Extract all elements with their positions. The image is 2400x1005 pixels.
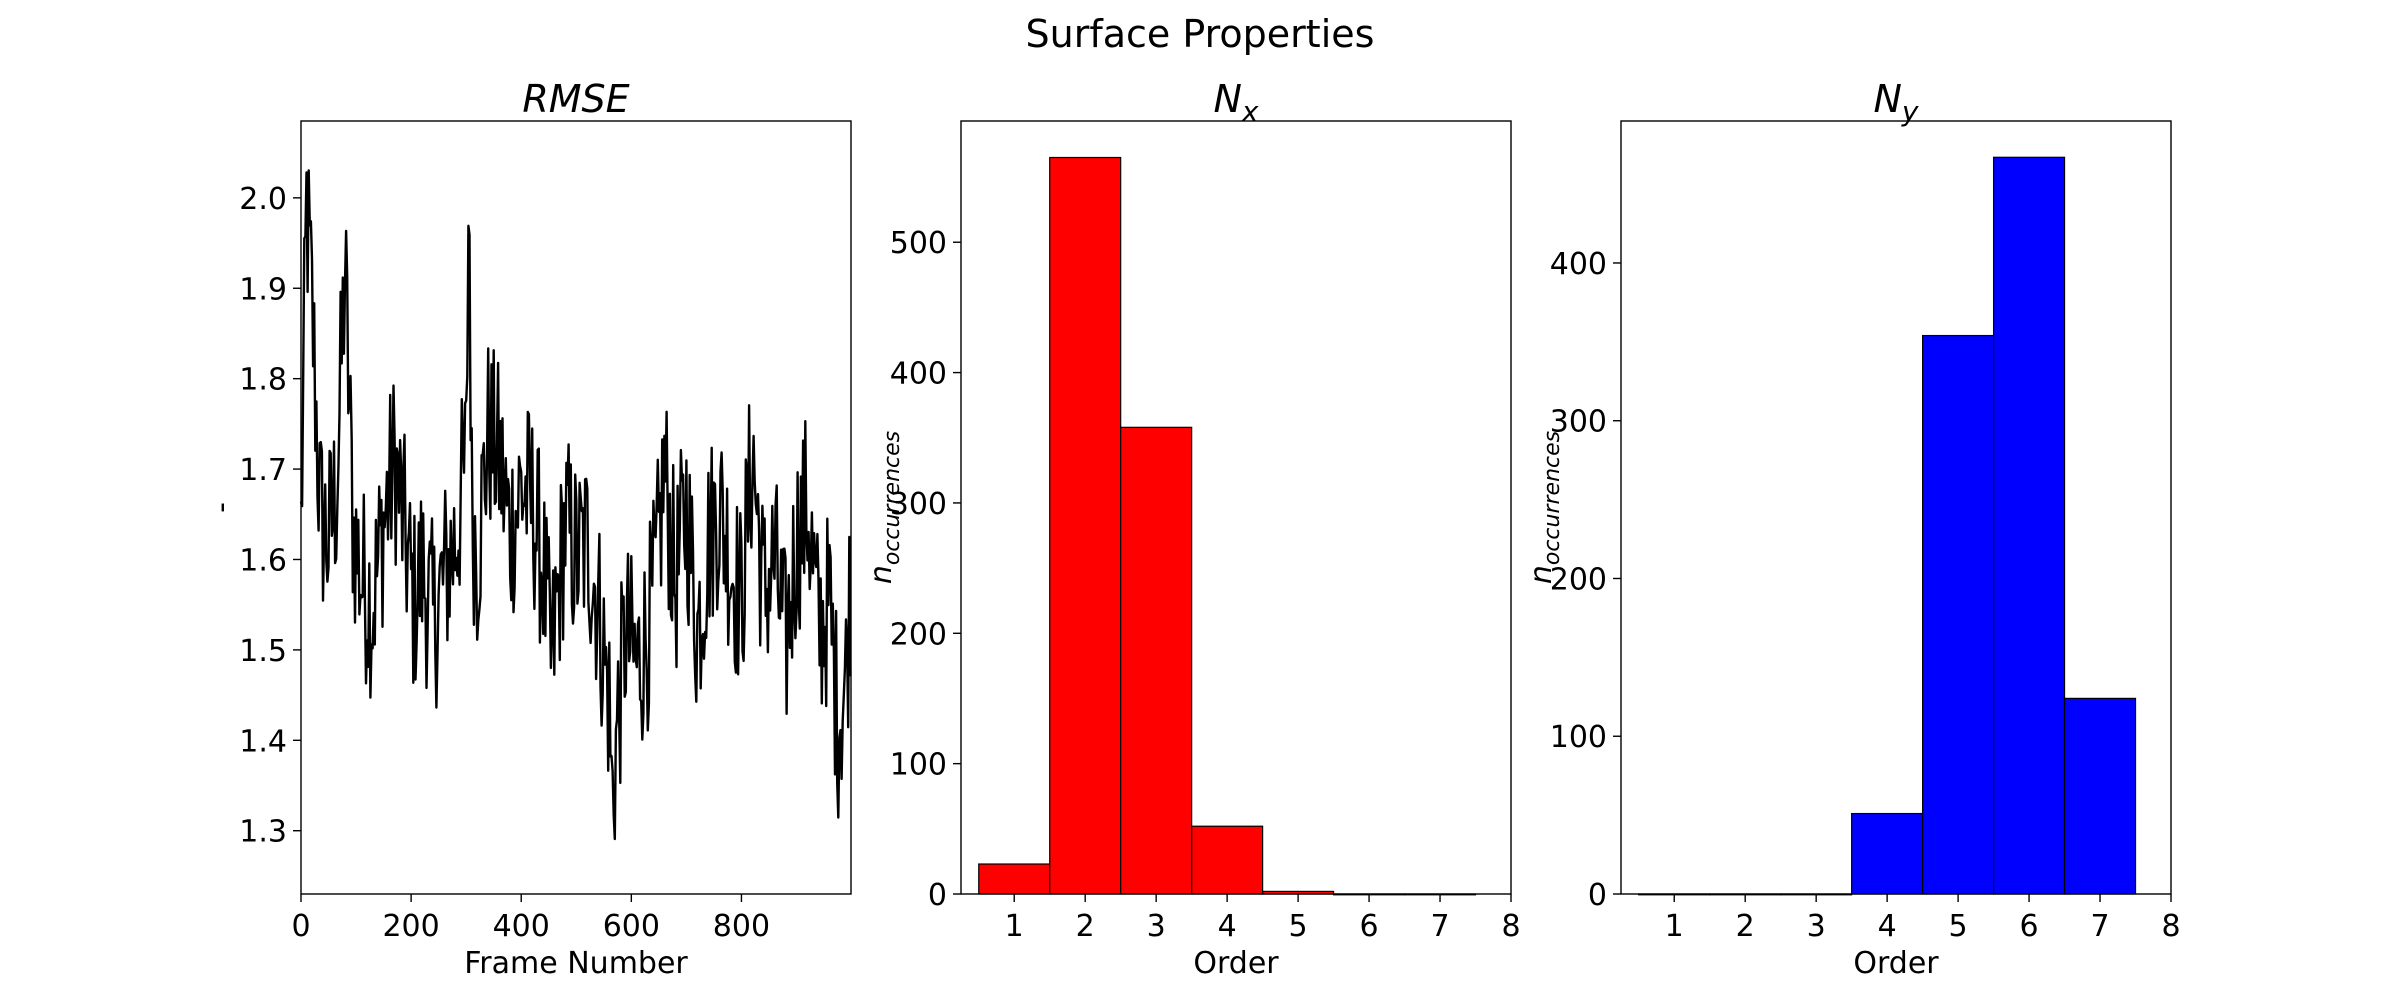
y-tick-label: 200 <box>890 617 947 652</box>
y-tick-label: 200 <box>1550 562 1607 597</box>
figure-suptitle: Surface Properties <box>1026 12 1375 56</box>
y-tick-label: 400 <box>1550 247 1607 282</box>
bar-2 <box>1049 156 1122 895</box>
y-tick-label: 1.9 <box>239 272 287 307</box>
subplot-1: 0 200 400 600 800 1.3 1.4 1.5 1.6 1.7 1.8 1.9 2.0 RMS… <box>204 77 852 981</box>
y-tick-label: 1.3 <box>239 815 287 850</box>
x-tick-label: 2 <box>1076 909 1095 944</box>
subplot-title-main: N <box>1213 77 1241 121</box>
bar-3 <box>1120 426 1193 895</box>
y-axis-label-main: n <box>864 565 899 584</box>
x-tick-label: 6 <box>2020 909 2039 944</box>
bar-7 <box>2063 697 2137 895</box>
rmse-line <box>299 169 852 841</box>
bar-4 <box>1191 825 1264 895</box>
y-tick-label: 1.6 <box>239 543 287 578</box>
y-axis-label-main: n <box>1524 565 1559 584</box>
y-axis-label-subscript: occurrences <box>1540 431 1565 565</box>
axes-frame <box>1620 120 2172 895</box>
x-tick-label: 400 <box>493 909 550 944</box>
x-tick-label: 4 <box>1218 909 1237 944</box>
x-tick-label: 1 <box>1005 909 1024 944</box>
x-tick-label: 0 <box>291 909 310 944</box>
y-tick-label: 500 <box>890 226 947 261</box>
subplot-title: Nx <box>1213 77 1258 128</box>
x-tick-label: 1 <box>1665 909 1684 944</box>
x-tick-label: 8 <box>2161 909 2180 944</box>
y-tick-label: 1.4 <box>239 724 287 759</box>
y-tick-label: 1.5 <box>239 634 287 669</box>
y-axis-label-subscript: occurrences <box>880 431 905 565</box>
y-axis-label: noccurrences <box>1524 431 1565 584</box>
subplot-title: Ny <box>1873 77 1918 128</box>
x-tick-label: 8 <box>1501 909 1520 944</box>
y-tick-label: 400 <box>890 357 947 392</box>
subplot-3: 1 2 3 4 5 6 7 8 0 100 200 300 400 Ny Order noccurrences <box>1524 77 2181 981</box>
x-axis-label: Frame Number <box>464 946 688 981</box>
y-axis-label-main: - <box>204 502 239 513</box>
x-tick-label: 4 <box>1878 909 1897 944</box>
bar-4 <box>1851 812 1924 895</box>
axes-frame <box>300 120 852 895</box>
bar-6 <box>1992 156 2066 895</box>
subplot-2: 1 2 3 4 5 6 7 8 0 100 200 300 400 500 Nx Order noccurren… <box>864 77 1521 981</box>
x-tick-label: 3 <box>1147 909 1166 944</box>
y-axis-label: - <box>204 502 239 513</box>
bar-5 <box>1922 334 1995 895</box>
y-tick-label: 1.8 <box>239 363 287 398</box>
y-tick-label: 0 <box>928 878 947 913</box>
x-tick-label: 6 <box>1360 909 1379 944</box>
x-tick-label: 2 <box>1736 909 1755 944</box>
y-tick-label: 1.7 <box>239 453 287 488</box>
y-tick-label: 300 <box>1550 405 1607 440</box>
x-axis-label: Order <box>1193 946 1279 981</box>
axes-frame <box>960 120 1512 895</box>
subplot-title-subscript: y <box>1901 95 1919 128</box>
x-tick-label: 7 <box>2090 909 2109 944</box>
y-tick-label: 0 <box>1588 878 1607 913</box>
bar-1 <box>978 863 1051 895</box>
subplot-title-subscript: x <box>1241 95 1259 128</box>
x-tick-label: 5 <box>1289 909 1308 944</box>
x-tick-label: 200 <box>382 909 439 944</box>
subplot-title: RMSE <box>522 77 629 121</box>
y-tick-label: 300 <box>890 487 947 522</box>
y-tick-label: 100 <box>1550 720 1607 755</box>
y-tick-label: 100 <box>890 748 947 783</box>
x-axis-label: Order <box>1853 946 1939 981</box>
y-axis-label: noccurrences <box>864 431 905 584</box>
x-tick-label: 800 <box>713 909 770 944</box>
panels: 0 200 400 600 8001.31.41.51.61.71.81.92.0RMS… <box>204 77 2181 981</box>
subplot-title-main: RMSE <box>522 77 629 121</box>
y-tick-label: 2.0 <box>239 182 287 217</box>
x-tick-label: 7 <box>1430 909 1449 944</box>
x-tick-label: 600 <box>603 909 660 944</box>
subplot-title-main: N <box>1873 77 1901 121</box>
x-tick-label: 3 <box>1807 909 1826 944</box>
x-tick-label: 5 <box>1949 909 1968 944</box>
